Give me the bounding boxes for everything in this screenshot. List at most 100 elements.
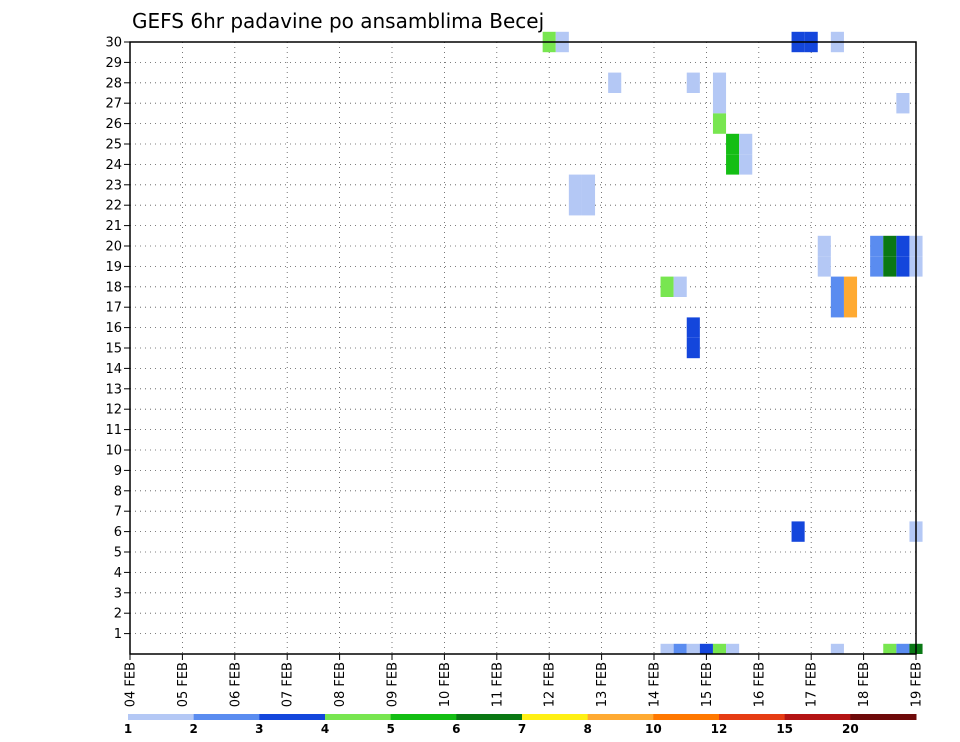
colorbar-segment [325, 714, 392, 720]
data-cell [686, 643, 700, 654]
y-tick-label: 23 [105, 178, 122, 193]
y-tick-label: 5 [114, 546, 122, 561]
x-tick-label: 16 FEB [752, 662, 767, 707]
data-cell [712, 643, 727, 654]
colorbar-segment [850, 714, 917, 720]
data-cell [660, 276, 674, 297]
y-tick-label: 28 [105, 76, 122, 91]
data-cell [870, 256, 884, 277]
x-tick-label: 14 FEB [648, 662, 663, 707]
y-tick-label: 8 [114, 484, 122, 499]
y-tick-label: 1 [114, 627, 122, 642]
x-tick-label: 09 FEB [386, 662, 401, 707]
x-tick-label: 04 FEB [124, 662, 139, 707]
y-tick-label: 10 [105, 444, 122, 459]
colorbar-segment [456, 714, 523, 720]
y-tick-label: 4 [114, 566, 122, 581]
data-cell [739, 154, 753, 175]
y-tick-label: 25 [105, 138, 122, 153]
data-cell [830, 643, 844, 654]
colorbar-label: 1 [124, 722, 132, 736]
data-cell [686, 72, 700, 93]
y-axis: 1234567891011121314151617181920212223242… [105, 36, 130, 642]
colorbar-label: 3 [255, 722, 263, 736]
x-tick-label: 17 FEB [805, 662, 820, 707]
colorbar-label: 10 [645, 722, 662, 736]
data-cell [608, 72, 622, 93]
y-tick-label: 2 [114, 607, 122, 622]
data-cell [712, 72, 727, 93]
data-cell [896, 93, 910, 114]
y-tick-label: 16 [105, 321, 122, 336]
data-cell [883, 643, 897, 654]
colorbar-segment [128, 714, 195, 720]
colorbar-label: 12 [711, 722, 728, 736]
colorbar-segment [653, 714, 720, 720]
data-cell [726, 154, 740, 175]
grid-lines [130, 41, 916, 654]
data-cell [581, 195, 596, 216]
data-cell [817, 256, 831, 277]
y-tick-label: 24 [105, 158, 122, 173]
x-tick-label: 06 FEB [228, 662, 243, 707]
data-cell [896, 643, 910, 654]
x-tick-label: 13 FEB [595, 662, 610, 707]
x-tick-label: 08 FEB [333, 662, 348, 707]
colorbar-label: 7 [518, 722, 526, 736]
y-tick-label: 11 [105, 423, 122, 438]
data-cell [791, 521, 805, 542]
colorbar: 1 2 3 4 5 6 7 8 10 12 15 20 [124, 714, 917, 736]
colorbar-label: 6 [452, 722, 460, 736]
x-tick-label: 05 FEB [176, 662, 191, 707]
data-cell [870, 235, 884, 257]
data-cell [896, 235, 910, 257]
x-tick-label: 07 FEB [281, 662, 296, 707]
plot-frame [129, 41, 917, 655]
y-tick-label: 22 [105, 199, 122, 214]
data-cell [896, 256, 910, 277]
colorbar-segment [719, 714, 786, 720]
y-tick-label: 14 [105, 362, 122, 377]
y-tick-label: 21 [105, 219, 122, 234]
y-tick-label: 17 [105, 301, 122, 316]
x-tick-label: 12 FEB [543, 662, 558, 707]
data-cell [673, 276, 687, 297]
colorbar-label: 15 [776, 722, 793, 736]
colorbar-label: 2 [189, 722, 197, 736]
y-tick-label: 20 [105, 240, 122, 255]
y-tick-label: 26 [105, 117, 122, 132]
data-cell [699, 643, 713, 654]
y-tick-label: 29 [105, 56, 122, 71]
y-tick-label: 12 [105, 403, 122, 418]
data-cell [830, 297, 844, 318]
y-tick-label: 9 [114, 464, 122, 479]
y-tick-label: 30 [105, 36, 122, 51]
y-tick-label: 3 [114, 586, 122, 601]
y-tick-label: 13 [105, 382, 122, 397]
data-cell [673, 643, 687, 654]
data-cell [739, 133, 753, 155]
data-cell [726, 133, 740, 155]
colorbar-segment [390, 714, 457, 720]
y-tick-label: 7 [114, 505, 122, 520]
x-axis: 04 FEB 05 FEB 06 FEB 07 FEB 08 FEB 09 FEB 10 F… [124, 654, 925, 707]
colorbar-segment [259, 714, 326, 720]
x-tick-label: 18 FEB [857, 662, 872, 707]
colorbar-segment [193, 714, 260, 720]
colorbar-label: 4 [321, 722, 329, 736]
data-cell [581, 174, 596, 195]
x-tick-label: 15 FEB [700, 662, 715, 707]
x-tick-label: 11 FEB [490, 662, 505, 707]
colorbar-label: 5 [386, 722, 394, 736]
chart-title: GEFS 6hr padavine po ansamblima Becej [132, 9, 544, 33]
data-cell [817, 235, 831, 257]
colorbar-segment [587, 714, 654, 720]
x-tick-label: 10 FEB [438, 662, 453, 707]
data-cell [712, 93, 727, 114]
data-cell [686, 317, 700, 338]
y-tick-label: 6 [114, 525, 122, 540]
y-tick-label: 15 [105, 342, 122, 357]
x-tick-label: 19 FEB [910, 662, 925, 707]
data-cell [843, 276, 858, 297]
